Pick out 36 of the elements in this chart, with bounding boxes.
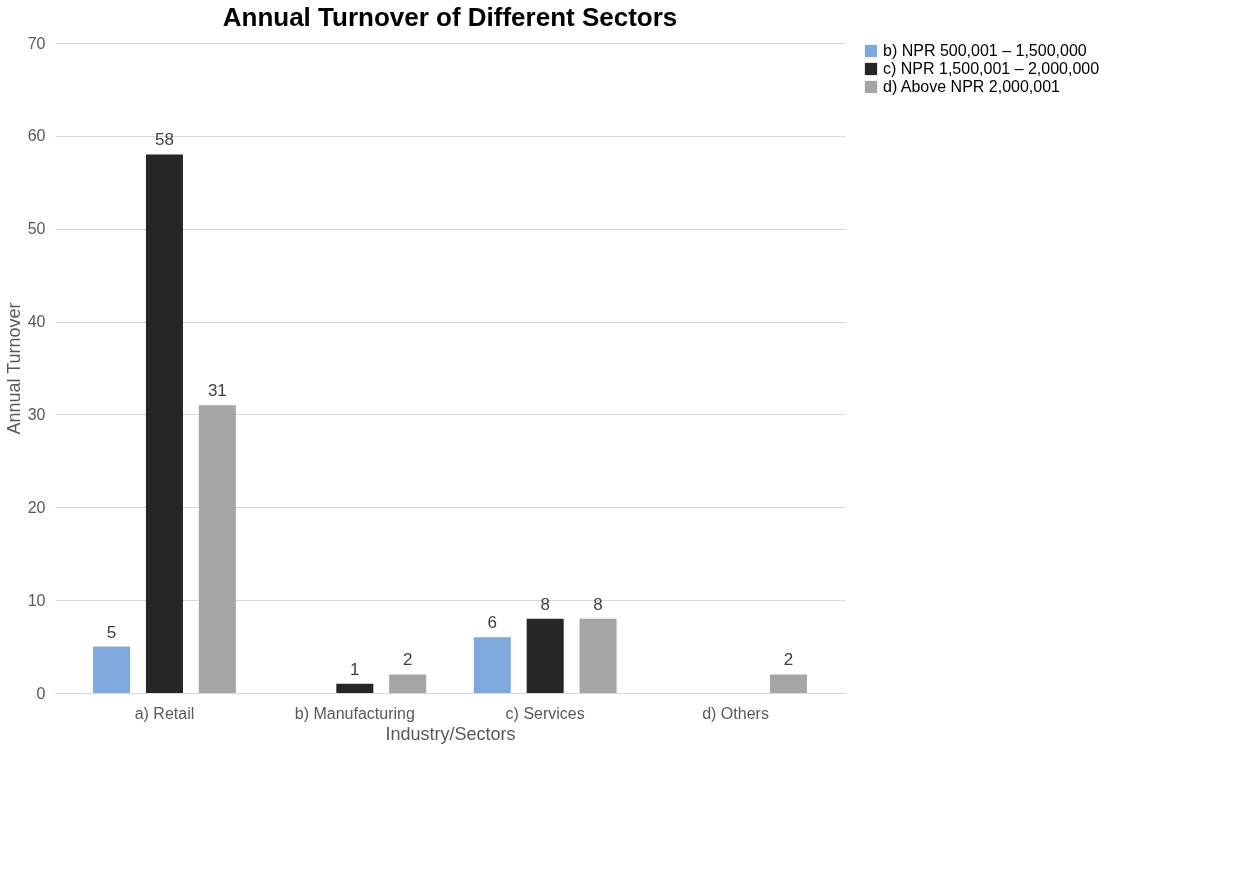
x-tick-label: a) Retail [134,704,195,722]
y-tick-label: 10 [27,591,46,609]
bar [473,637,511,693]
bar [769,674,807,693]
x-tick-label: d) Others [702,704,769,722]
bar [145,154,183,693]
bar [526,618,564,693]
y-tick-label: 70 [27,34,46,52]
legend-label: d) Above NPR 2,000,001 [883,78,1061,95]
data-label: 1 [350,659,360,679]
bar [198,405,236,693]
data-label: 2 [783,650,794,670]
data-label: 31 [207,381,227,401]
x-axis-title: Industry/Sectors [385,723,516,744]
y-tick-label: 50 [27,220,46,238]
y-tick-label: 40 [27,313,46,331]
y-tick-label: 60 [27,127,46,145]
data-label: 2 [402,650,413,670]
bar [93,646,131,693]
x-tick-label: c) Services [505,704,585,722]
data-label: 8 [540,594,550,614]
y-tick-label: 20 [27,498,46,516]
y-tick-label: 30 [27,405,46,423]
legend-label: c) NPR 1,500,001 – 2,000,000 [883,60,1100,77]
legend-label: b) NPR 500,001 – 1,500,000 [883,42,1087,59]
chart-title: Annual Turnover of Different Sectors [222,2,678,32]
bar [389,674,427,693]
data-label: 6 [487,613,498,633]
data-label: 8 [593,594,603,614]
x-tick-label: b) Manufacturing [294,704,415,722]
data-label: 5 [106,622,117,642]
y-tick-label: 0 [36,684,46,702]
y-axis-title: Annual Turnover [3,302,24,435]
bar [579,618,617,693]
data-label: 58 [155,130,174,150]
bar [336,683,374,693]
